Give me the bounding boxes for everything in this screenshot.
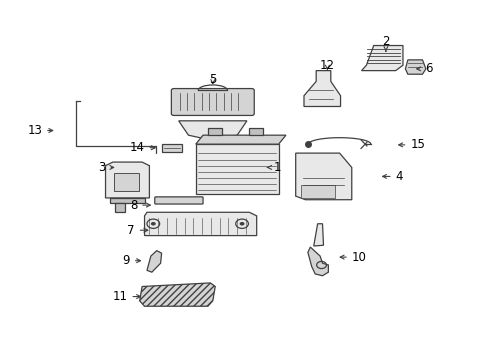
Polygon shape	[140, 283, 215, 306]
Text: 4: 4	[382, 170, 402, 183]
Text: 5: 5	[209, 73, 216, 86]
Circle shape	[151, 222, 156, 226]
Text: 6: 6	[416, 62, 431, 75]
FancyBboxPatch shape	[195, 144, 278, 194]
FancyBboxPatch shape	[155, 197, 203, 204]
Text: 11: 11	[112, 290, 140, 303]
Circle shape	[239, 222, 244, 226]
Polygon shape	[110, 198, 144, 203]
Polygon shape	[295, 153, 351, 200]
Text: 9: 9	[122, 254, 140, 267]
FancyBboxPatch shape	[171, 89, 254, 116]
Text: 2: 2	[382, 35, 389, 51]
Text: 7: 7	[127, 224, 147, 237]
Polygon shape	[105, 162, 149, 198]
Polygon shape	[195, 135, 285, 144]
FancyBboxPatch shape	[114, 173, 139, 191]
Polygon shape	[313, 224, 323, 246]
Polygon shape	[144, 212, 256, 235]
Polygon shape	[405, 60, 425, 74]
FancyBboxPatch shape	[249, 128, 263, 135]
Text: 3: 3	[98, 161, 114, 174]
Text: 8: 8	[130, 199, 150, 212]
Polygon shape	[304, 71, 340, 107]
Polygon shape	[307, 247, 328, 276]
Polygon shape	[178, 121, 246, 140]
FancyBboxPatch shape	[207, 128, 221, 135]
Polygon shape	[361, 45, 402, 71]
Text: 10: 10	[340, 251, 366, 264]
Text: 13: 13	[27, 124, 53, 137]
Text: 12: 12	[319, 59, 334, 72]
Text: 15: 15	[398, 138, 424, 151]
Polygon shape	[147, 251, 161, 272]
FancyBboxPatch shape	[161, 144, 182, 152]
Polygon shape	[115, 203, 125, 212]
Text: 1: 1	[267, 161, 281, 174]
FancyBboxPatch shape	[300, 185, 334, 198]
Text: 14: 14	[129, 141, 155, 154]
